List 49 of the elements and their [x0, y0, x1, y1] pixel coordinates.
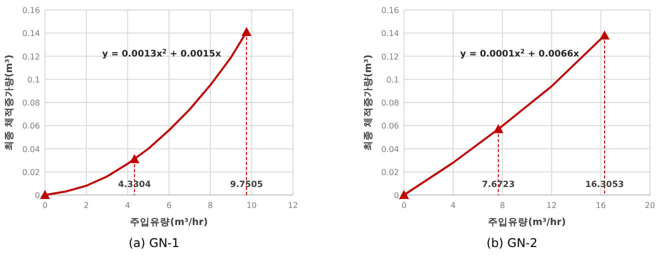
x-tick-label: 0: [401, 201, 407, 210]
x-tick-label: 4: [450, 201, 456, 210]
y-tick-label: 0.04: [22, 144, 40, 154]
point: [40, 190, 50, 199]
y-axis-title: 최종 체적증가량(m³): [4, 54, 15, 151]
ref-line-label: 9.7505: [230, 180, 263, 190]
x-tick-label: 8: [208, 201, 213, 210]
y-tick-label: 0.1: [386, 75, 399, 84]
y-tick-label: 0.02: [381, 168, 399, 177]
ref-line-label: 7.6723: [482, 180, 515, 190]
y-tick-label: 0: [394, 191, 399, 200]
text: (b) GN-2: [486, 236, 538, 250]
point: [242, 26, 252, 36]
y-tick-label: 0.1: [27, 75, 40, 84]
y-tick-label: 0.06: [22, 122, 40, 131]
y-tick-label: 0.12: [22, 52, 40, 62]
x-tick-label: 20: [644, 201, 656, 210]
y-tick-label: 0: [34, 191, 40, 200]
x-tick-label: 8: [500, 201, 505, 210]
y-tick-label: 0.12: [381, 52, 399, 62]
y-tick-label: 0.16: [22, 6, 40, 15]
annotation: y = 0.0001x$^{2}$ + 0.0066x: [460, 48, 580, 60]
x-axis-title: 주입유량(m³/hr): [488, 217, 566, 228]
ref-line-label: 16.3053: [585, 180, 624, 190]
y-tick-label: 0.08: [381, 98, 399, 108]
text: (a) GN-1: [128, 236, 180, 250]
x-tick-label: 12: [546, 201, 557, 210]
point: [129, 154, 140, 164]
y-tick-label: 0.14: [22, 29, 40, 38]
x-tick-label: 10: [246, 201, 257, 210]
x-tick-label: 4: [125, 201, 130, 210]
x-tick-label: 12: [288, 201, 298, 210]
x-tick-label: 16: [596, 201, 606, 210]
y-tick-label: 0.02: [22, 168, 40, 177]
x-tick-label: 6: [166, 201, 172, 210]
point: [493, 124, 504, 134]
y-tick-label: 0.06: [381, 122, 399, 131]
y-tick-label: 0.14: [381, 29, 399, 38]
y-tick-label: 0.04: [381, 144, 399, 154]
x-tick-label: 2: [84, 201, 89, 210]
annotation: y = 0.0013x$^{2}$ + 0.0015x: [102, 48, 222, 60]
point: [399, 190, 409, 199]
y-tick-label: 0.16: [381, 6, 399, 15]
point: [600, 30, 610, 40]
x-tick-label: 0: [42, 201, 48, 210]
y-axis-title: 최종 체적증가량(m³): [363, 54, 374, 151]
ref-line-label: 4.3304: [118, 180, 151, 190]
y-tick-label: 0.08: [22, 98, 40, 108]
x-axis-title: 주입유량(m³/hr): [130, 217, 208, 228]
